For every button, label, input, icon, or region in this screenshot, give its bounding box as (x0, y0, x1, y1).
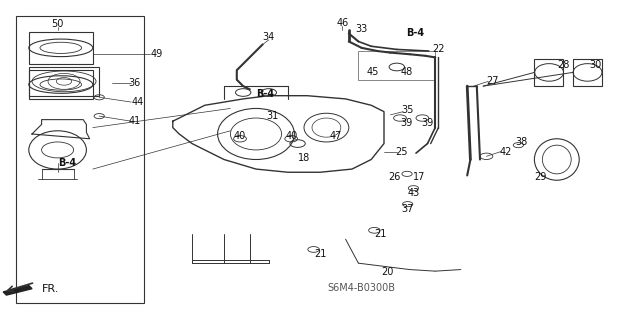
Text: 46: 46 (336, 18, 349, 28)
Text: 25: 25 (396, 146, 408, 157)
Text: 40: 40 (285, 130, 298, 141)
Text: 38: 38 (515, 137, 528, 147)
Text: S6M4-B0300B: S6M4-B0300B (328, 283, 396, 293)
Text: 22: 22 (432, 44, 445, 55)
Text: B-4: B-4 (257, 89, 275, 99)
Text: 29: 29 (534, 172, 547, 182)
Text: 37: 37 (401, 204, 414, 214)
Bar (16, 16, 144, 303)
Text: 45: 45 (366, 67, 379, 77)
Bar (534, 59, 563, 86)
Text: 39: 39 (400, 118, 413, 128)
Text: 48: 48 (400, 67, 413, 77)
Text: 40: 40 (234, 130, 246, 141)
Text: FR.: FR. (42, 284, 59, 294)
Text: 17: 17 (413, 172, 426, 182)
Text: 20: 20 (381, 267, 394, 277)
Text: 34: 34 (262, 32, 275, 42)
Bar (29, 67, 99, 96)
Text: B-4: B-4 (406, 28, 424, 39)
Text: 44: 44 (131, 97, 144, 107)
Text: 43: 43 (407, 188, 420, 198)
Text: 47: 47 (330, 130, 342, 141)
Text: 27: 27 (486, 76, 499, 86)
Text: 39: 39 (421, 118, 434, 128)
Bar (358, 51, 435, 80)
Text: 28: 28 (557, 60, 570, 70)
Text: 33: 33 (355, 24, 368, 34)
Text: 31: 31 (266, 111, 278, 122)
Text: B-4: B-4 (58, 158, 76, 168)
Text: 30: 30 (589, 60, 602, 70)
Text: 21: 21 (374, 229, 387, 240)
Polygon shape (3, 286, 32, 295)
Bar (573, 59, 602, 86)
Text: 21: 21 (314, 249, 326, 259)
Text: 50: 50 (51, 19, 64, 29)
Text: 18: 18 (298, 153, 310, 163)
Text: 36: 36 (128, 78, 141, 88)
Bar (29, 70, 93, 99)
Text: 35: 35 (401, 105, 414, 115)
Text: 42: 42 (499, 146, 512, 157)
Bar (29, 32, 93, 64)
Text: 26: 26 (388, 172, 401, 182)
Text: 41: 41 (128, 116, 141, 126)
Text: 49: 49 (150, 49, 163, 59)
